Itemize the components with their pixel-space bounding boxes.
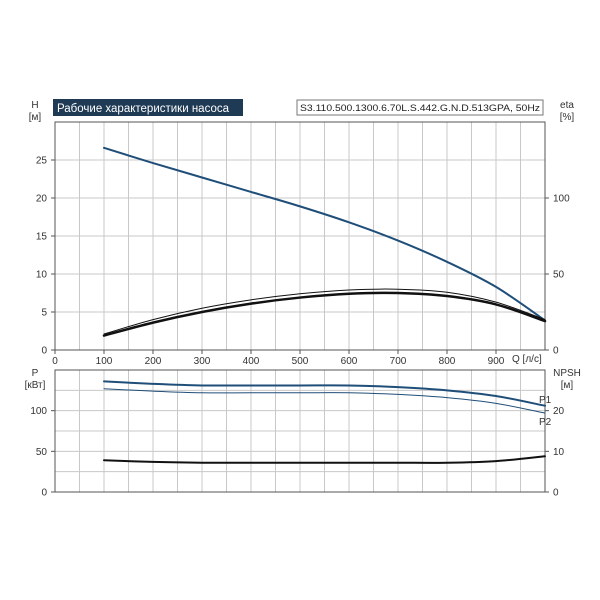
bottom-right-axis-label: NPSH xyxy=(553,368,581,379)
right-tick-label: 0 xyxy=(553,488,559,499)
left-tick-label: 0 xyxy=(41,488,47,499)
left-tick-label: 10 xyxy=(36,270,48,281)
x-tick-label: 100 xyxy=(96,356,113,367)
x-tick-label: 0 xyxy=(52,356,58,367)
right-tick-label: 100 xyxy=(553,194,570,205)
plot-frame xyxy=(54,369,546,493)
x-axis-label: Q [л/с] xyxy=(512,354,542,365)
left-tick-label: 15 xyxy=(36,232,48,243)
series-line-0-2 xyxy=(103,288,546,335)
left-tick-label: 100 xyxy=(30,406,47,417)
head-efficiency-panel: 0 5 10 15 20 25 0 50 100 0 100 200 300 400 500 600 700 80… xyxy=(36,121,570,367)
top-left-axis-unit: [м] xyxy=(29,112,42,123)
bottom-right-axis-unit: [м] xyxy=(561,380,574,391)
chart-title-box xyxy=(53,99,243,116)
bottom-left-axis-unit: [кВт] xyxy=(25,380,46,391)
left-tick-label: 50 xyxy=(36,447,48,458)
x-tick-label: 800 xyxy=(439,356,456,367)
left-tick-label: 25 xyxy=(36,156,48,167)
series-label-p1: P1 xyxy=(539,395,552,406)
top-left-axis-label: H xyxy=(31,100,38,111)
right-tick-label: 50 xyxy=(553,270,565,281)
series-line-0-0 xyxy=(103,146,546,322)
left-tick-label: 20 xyxy=(36,194,48,205)
x-tick-label: 500 xyxy=(292,356,309,367)
series-line-1-0 xyxy=(103,380,546,407)
right-tick-label: 20 xyxy=(553,406,565,417)
chart-title: Рабочие характеристики насоса xyxy=(57,103,230,115)
series-line-1-2 xyxy=(103,455,546,464)
x-tick-label: 700 xyxy=(390,356,407,367)
model-label-box xyxy=(296,99,544,116)
bottom-left-axis-label: P xyxy=(32,368,39,379)
right-tick-label: 10 xyxy=(553,447,565,458)
left-tick-label: 5 xyxy=(41,308,47,319)
series-line-1-1 xyxy=(103,388,546,414)
x-tick-label: 600 xyxy=(341,356,358,367)
x-tick-label: 400 xyxy=(243,356,260,367)
right-tick-label: 0 xyxy=(553,346,559,357)
top-right-axis-label: eta xyxy=(560,100,574,111)
model-label: S3.110.500.1300.6.70L.S.442.G.N.D.513GPA… xyxy=(300,103,541,113)
x-tick-label: 200 xyxy=(145,356,162,367)
series-line-0-1 xyxy=(102,291,547,337)
top-right-axis-unit: [%] xyxy=(560,112,575,123)
x-tick-label: 900 xyxy=(488,356,505,367)
left-tick-label: 0 xyxy=(41,346,47,357)
series-label-p2: P2 xyxy=(539,417,552,428)
x-tick-label: 300 xyxy=(194,356,211,367)
